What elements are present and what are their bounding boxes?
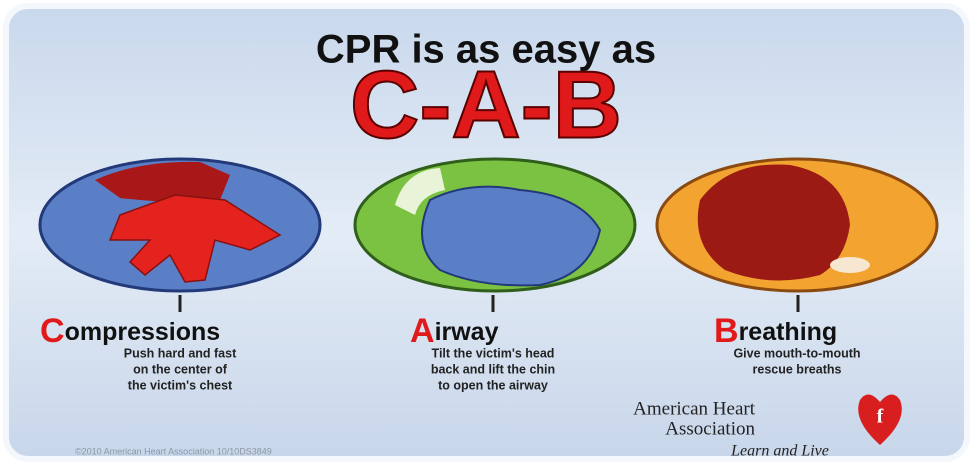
airway-icon [355, 159, 635, 291]
step-rest: reathing [739, 318, 838, 346]
step-rest: ompressions [65, 318, 221, 346]
step-description: to open the airway [438, 378, 548, 392]
copyright: ©2010 American Heart Association 10/10DS… [75, 446, 272, 456]
step-description: Give mouth-to-mouth [733, 346, 860, 360]
tagline: Learn and Live [730, 443, 829, 460]
step-rest: irway [435, 318, 499, 346]
step-description: rescue breaths [753, 362, 842, 376]
heart-mark: f [877, 406, 884, 428]
step-description: on the center of [133, 362, 228, 376]
page: {"header": {"title": "CPR is as easy as"… [0, 0, 973, 465]
step-heading: Compressions [40, 312, 220, 350]
compressions-icon [40, 159, 320, 291]
breathing-icon [657, 159, 937, 291]
step-description: Push hard and fast [124, 346, 237, 360]
step-initial: A [410, 312, 435, 350]
step-description: back and lift the chin [431, 362, 555, 376]
logo-line: American Heart [633, 398, 756, 419]
step-heading: Breathing [714, 312, 837, 350]
step-heading: Airway [410, 312, 499, 350]
infographic: CPR is as easy as C-A-B Compressions Air… [0, 0, 973, 465]
step-description: Tilt the victim's head [432, 346, 555, 360]
step-initial: B [714, 312, 739, 350]
step-initial: C [40, 312, 65, 350]
logo-line: Association [665, 418, 755, 439]
step-description: the victim's chest [128, 378, 233, 392]
acronym: C-A-B [350, 51, 622, 158]
